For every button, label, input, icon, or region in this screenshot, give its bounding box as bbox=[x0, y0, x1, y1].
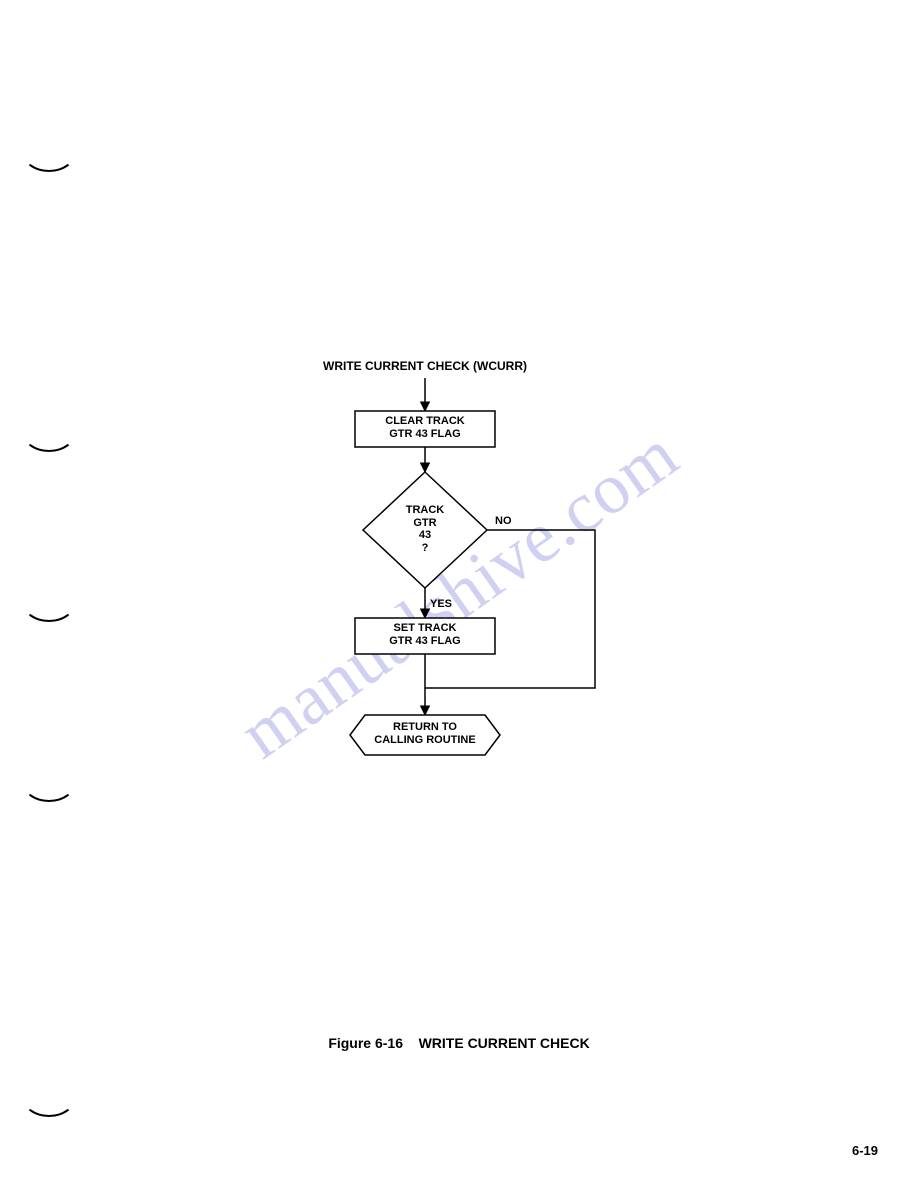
return-label: RETURN TO CALLING ROUTINE bbox=[350, 721, 500, 746]
figure-caption: Figure 6-16 WRITE CURRENT CHECK bbox=[0, 1035, 918, 1051]
yes-label: YES bbox=[430, 598, 460, 611]
no-label: NO bbox=[495, 515, 525, 528]
clear-track-label: CLEAR TRACK GTR 43 FLAG bbox=[355, 415, 495, 440]
caption-title: WRITE CURRENT CHECK bbox=[419, 1035, 590, 1051]
decision-label: TRACK GTR 43 ? bbox=[395, 504, 455, 555]
caption-prefix: Figure 6-16 bbox=[328, 1035, 403, 1051]
flowchart-title: WRITE CURRENT CHECK (WCURR) bbox=[300, 360, 550, 374]
page: manualshive.com WRITE CURRENT CHECK (WCU… bbox=[0, 0, 918, 1188]
page-number: 6-19 bbox=[852, 1143, 878, 1158]
set-track-label: SET TRACK GTR 43 FLAG bbox=[355, 622, 495, 647]
flowchart-svg bbox=[0, 0, 918, 1188]
